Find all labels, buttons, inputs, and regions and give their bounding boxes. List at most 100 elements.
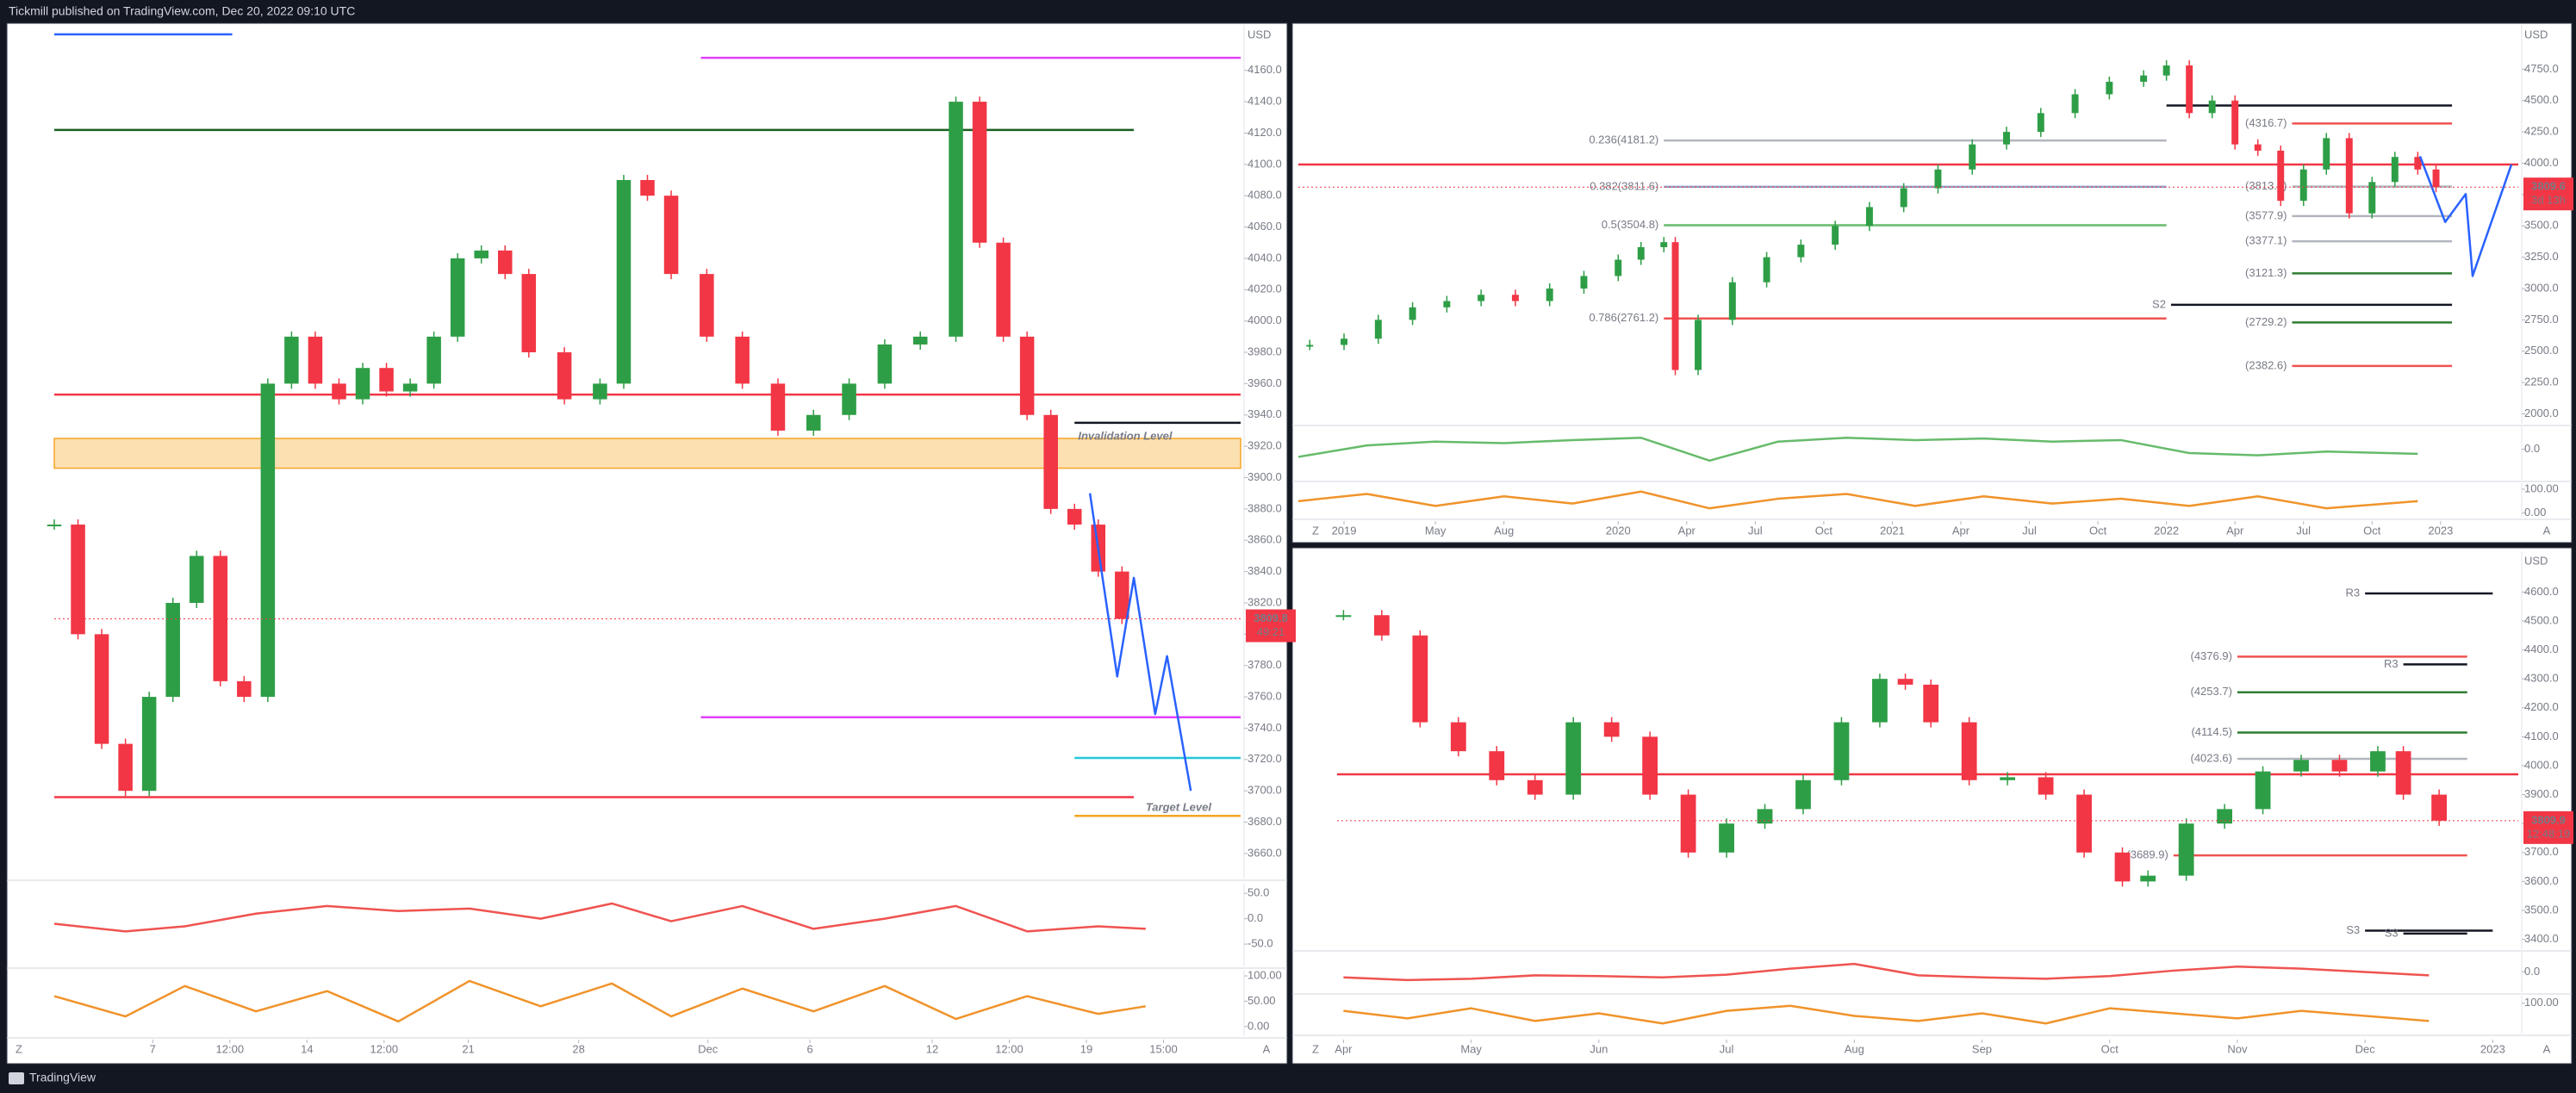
candle bbox=[972, 102, 987, 243]
candle bbox=[1637, 246, 1645, 260]
candle bbox=[2345, 138, 2353, 214]
candle bbox=[1660, 242, 1668, 247]
x-tick-label: Dec bbox=[2355, 1042, 2376, 1055]
x-tick-label: Oct bbox=[2089, 524, 2107, 537]
y-tick-label: 3840.0 bbox=[1248, 564, 1282, 577]
y-tick-label: 3660.0 bbox=[1248, 846, 1282, 859]
candle bbox=[2331, 760, 2348, 772]
candle bbox=[2140, 875, 2156, 882]
x-tick-label: Jun bbox=[1590, 1042, 1608, 1055]
scale-button: Z bbox=[1312, 524, 1319, 537]
candle bbox=[2178, 823, 2194, 876]
y-tick-label: 2750.0 bbox=[2524, 313, 2559, 326]
y-tick-label: 0.00 bbox=[1248, 1019, 1269, 1032]
oscillator-line bbox=[1343, 962, 2430, 982]
scale-button: A bbox=[2543, 524, 2551, 537]
candle bbox=[2395, 751, 2411, 795]
candle bbox=[1489, 751, 1505, 780]
last-price-tag bbox=[2523, 177, 2573, 211]
last-price-label: 3809.6 bbox=[2531, 180, 2566, 193]
candle bbox=[2162, 65, 2170, 76]
x-tick-label: Apr bbox=[1678, 524, 1696, 537]
y-tick-label: 4300.0 bbox=[2524, 672, 2559, 685]
countdown-label: 12:48:19 bbox=[2527, 827, 2571, 840]
x-tick-label: Nov bbox=[2227, 1042, 2248, 1055]
candle bbox=[1642, 736, 1658, 795]
candle bbox=[1409, 307, 1416, 320]
candle bbox=[1897, 679, 1913, 685]
candle bbox=[1757, 809, 1773, 824]
candle bbox=[284, 336, 299, 384]
candle bbox=[1671, 242, 1679, 370]
candle bbox=[2370, 751, 2386, 772]
candle bbox=[663, 196, 679, 275]
x-tick-label: Aug bbox=[1494, 524, 1514, 537]
candle bbox=[2071, 94, 2079, 114]
candle bbox=[1934, 169, 1942, 189]
candle bbox=[842, 383, 856, 415]
level-label: (4376.9) bbox=[2191, 649, 2232, 662]
candle bbox=[700, 274, 714, 337]
y-tick-label: 50.0 bbox=[1248, 886, 1269, 899]
candle bbox=[426, 336, 441, 384]
x-tick-label: 19 bbox=[1080, 1042, 1092, 1055]
candle bbox=[1443, 301, 1451, 307]
y-tick-label: 4250.0 bbox=[2524, 125, 2559, 138]
candle bbox=[260, 383, 276, 698]
x-tick-label: 2020 bbox=[1606, 524, 1631, 537]
candle bbox=[1115, 571, 1129, 619]
y-tick-label: 2500.0 bbox=[2524, 344, 2559, 357]
last-price-tag bbox=[2523, 810, 2573, 844]
x-tick-label: Jul bbox=[1720, 1042, 1734, 1055]
candle bbox=[1969, 144, 1976, 170]
level-label: (4316.7) bbox=[2245, 116, 2287, 129]
candle bbox=[379, 368, 394, 392]
candle bbox=[2277, 150, 2285, 202]
candle bbox=[213, 556, 228, 681]
y-tick-label: 0.0 bbox=[1248, 911, 1263, 924]
candle bbox=[1695, 320, 1702, 370]
y-tick-label: 4140.0 bbox=[1248, 95, 1282, 108]
currency-label: USD bbox=[2524, 554, 2548, 567]
candle bbox=[735, 336, 750, 384]
y-tick-label: 3250.0 bbox=[2524, 250, 2559, 263]
candle bbox=[1450, 722, 1466, 752]
oscillator-line bbox=[1343, 1004, 2430, 1025]
x-tick-label: 2023 bbox=[2428, 524, 2453, 537]
level-label: R3 bbox=[2346, 586, 2361, 599]
y-tick-label: 3820.0 bbox=[1248, 595, 1282, 608]
annotation: Invalidation Level bbox=[1078, 430, 1172, 443]
x-tick-label: 14 bbox=[301, 1042, 313, 1055]
scale-button: Z bbox=[1312, 1042, 1319, 1055]
currency-label: USD bbox=[2524, 28, 2548, 40]
countdown-label: 3d 13h bbox=[2531, 194, 2566, 207]
y-tick-label: 3880.0 bbox=[1248, 501, 1282, 514]
y-tick-label: 100.00 bbox=[1248, 968, 1282, 981]
x-tick-label: 12 bbox=[926, 1042, 938, 1055]
candle bbox=[2186, 65, 2193, 114]
level-label: 0.236(4181.2) bbox=[1589, 134, 1658, 146]
x-tick-label: 2021 bbox=[1880, 524, 1905, 537]
logo bbox=[9, 1072, 24, 1084]
candle bbox=[1719, 823, 1734, 853]
top-right-panel bbox=[1291, 22, 2573, 543]
candle bbox=[2000, 777, 2016, 780]
x-tick-label: 15:00 bbox=[1149, 1042, 1178, 1055]
x-tick-label: 2023 bbox=[2480, 1042, 2505, 1055]
candle bbox=[47, 525, 62, 527]
candle bbox=[770, 383, 786, 431]
candle bbox=[1865, 207, 1873, 227]
level-label: (4114.5) bbox=[2191, 725, 2231, 738]
candle bbox=[2368, 182, 2376, 214]
candle bbox=[996, 242, 1011, 337]
x-tick-label: Apr bbox=[1335, 1042, 1353, 1055]
x-tick-label: Dec bbox=[698, 1042, 719, 1055]
y-tick-label: 4060.0 bbox=[1248, 220, 1282, 233]
y-tick-label: 3680.0 bbox=[1248, 815, 1282, 828]
y-tick-label: 2000.0 bbox=[2524, 407, 2559, 419]
candle bbox=[1527, 779, 1543, 795]
oscillator-line bbox=[53, 902, 1146, 933]
candle bbox=[308, 336, 323, 384]
candle bbox=[2431, 794, 2447, 821]
